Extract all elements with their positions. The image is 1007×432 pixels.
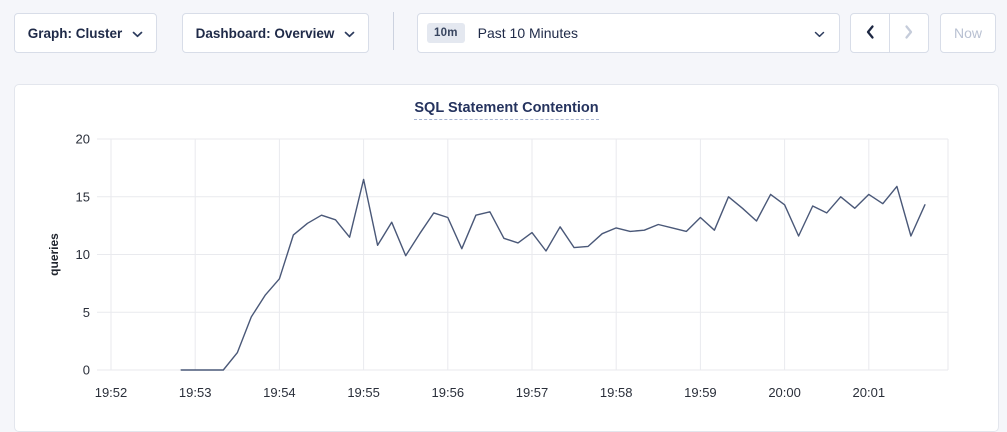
- chevron-left-icon: [865, 24, 875, 43]
- graph-dropdown[interactable]: Graph: Cluster: [14, 13, 157, 53]
- time-backward-button[interactable]: [851, 14, 890, 52]
- dashboard-dropdown[interactable]: Dashboard: Overview: [182, 13, 369, 53]
- chart-title[interactable]: SQL Statement Contention: [414, 100, 599, 120]
- chart-title-row: SQL Statement Contention: [15, 85, 998, 121]
- time-window-nav: [850, 13, 929, 53]
- y-tick-label: 5: [83, 305, 90, 320]
- y-tick-label: 0: [83, 363, 90, 378]
- x-tick-label: 20:01: [853, 385, 886, 400]
- x-tick-label: 19:55: [347, 385, 380, 400]
- chevron-down-icon: [344, 26, 355, 41]
- time-range-picker[interactable]: 10m Past 10 Minutes: [417, 13, 840, 53]
- x-tick-label: 19:59: [684, 385, 717, 400]
- x-tick-label: 19:57: [516, 385, 549, 400]
- y-tick-label: 20: [76, 132, 90, 147]
- chart-panel: SQL Statement Contention 0 5 10 15 20 19:52 19…: [14, 84, 999, 432]
- x-tick-label: 19:58: [600, 385, 633, 400]
- data-line-queries: [180, 178, 926, 371]
- toolbar-divider: [393, 12, 394, 50]
- y-tick-label: 15: [76, 189, 90, 204]
- now-button[interactable]: Now: [940, 13, 996, 53]
- chevron-down-icon: [132, 26, 143, 41]
- time-range-label: Past 10 Minutes: [477, 25, 579, 41]
- x-tick-label: 19:53: [179, 385, 212, 400]
- x-tick-label: 19:54: [263, 385, 296, 400]
- chevron-down-icon: [814, 26, 825, 41]
- dashboard-dropdown-label: Dashboard: Overview: [195, 25, 335, 41]
- chevron-right-icon: [904, 24, 914, 43]
- graph-dropdown-label: Graph: Cluster: [27, 25, 123, 41]
- sql-statement-contention-line-chart[interactable]: 0 5 10 15 20 19:52 19:53 19:54 19:55 19:56 19:57 19…: [15, 85, 999, 432]
- y-axis-label: queries: [47, 233, 61, 276]
- y-tick-label: 10: [76, 247, 90, 262]
- x-tick-label: 19:52: [95, 385, 128, 400]
- time-range-badge: 10m: [427, 23, 465, 43]
- time-forward-button[interactable]: [890, 14, 928, 52]
- x-tick-label: 20:00: [768, 385, 801, 400]
- x-tick-label: 19:56: [432, 385, 465, 400]
